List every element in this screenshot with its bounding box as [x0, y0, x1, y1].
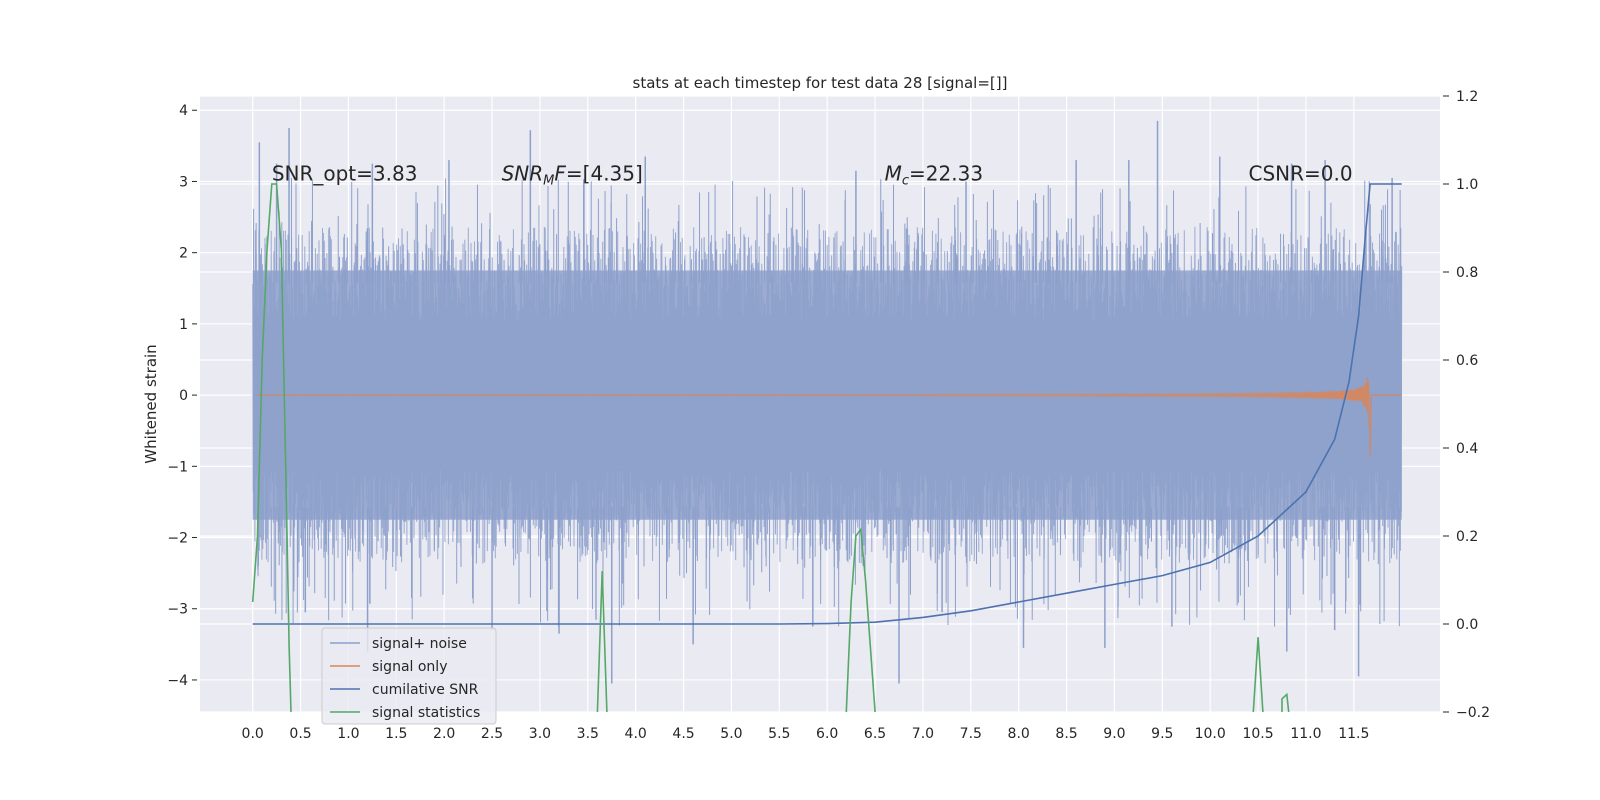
- y2-tick-label: 0.4: [1456, 441, 1478, 457]
- series-signal-only: [257, 377, 1402, 456]
- y2-tick-label: 1.0: [1456, 177, 1478, 193]
- y-tick-label: 4: [179, 103, 188, 119]
- x-tick-label: 0.0: [242, 726, 264, 742]
- y-tick-label: −3: [167, 602, 188, 618]
- y2-tick-label: 0.0: [1456, 617, 1478, 633]
- signal-statistics-line: [1252, 637, 1264, 712]
- x-tick-label: 5.0: [720, 726, 742, 742]
- y-tick-label: −1: [167, 459, 188, 475]
- annotation: SNR_opt=3.83: [272, 161, 418, 185]
- x-tick-label: 1.0: [337, 726, 359, 742]
- x-tick-label: 9.0: [1103, 726, 1125, 742]
- y2-axis-ticks: 1.2 1.0 0.8 0.6 0.4 0.2 0.0 −0.2: [1443, 89, 1490, 721]
- series-cumulative-snr: [252, 183, 1402, 625]
- y-axis-label: Whitened strain: [142, 344, 160, 463]
- x-tick-label: 4.5: [672, 726, 694, 742]
- y2-tick-label: 0.6: [1456, 353, 1478, 369]
- x-tick-label: 0.5: [289, 726, 311, 742]
- x-tick-label: 3.0: [529, 726, 551, 742]
- x-axis-ticks: 0.0 0.5 1.0 1.5 2.0 2.5 3.0 3.5 4.0 4.5 5.0 5.5 6.0 6…: [242, 726, 1370, 742]
- legend-label: signal statistics: [372, 705, 480, 721]
- y-tick-label: −2: [167, 531, 188, 547]
- x-tick-label: 2.5: [481, 726, 503, 742]
- y-tick-label: 2: [179, 246, 188, 262]
- x-tick-label: 10.0: [1195, 726, 1226, 742]
- x-tick-label: 10.5: [1242, 726, 1273, 742]
- y2-tick-label: 1.2: [1456, 89, 1478, 105]
- x-tick-label: 9.5: [1151, 726, 1173, 742]
- x-tick-label: 3.5: [577, 726, 599, 742]
- y-tick-label: 0: [179, 388, 188, 404]
- x-tick-label: 11.0: [1290, 726, 1321, 742]
- x-tick-label: 1.5: [385, 726, 407, 742]
- legend-label: signal+ noise: [372, 636, 467, 652]
- signal-statistics-line: [596, 571, 608, 712]
- y2-tick-label: −0.2: [1456, 705, 1490, 721]
- signal-only-line: [257, 377, 1402, 456]
- legend-label: signal only: [372, 659, 447, 675]
- x-tick-label: 2.0: [433, 726, 455, 742]
- series-signal-statistics: [251, 183, 1290, 712]
- y2-tick-label: 0.8: [1456, 265, 1478, 281]
- x-tick-label: 8.0: [1008, 726, 1030, 742]
- x-tick-label: 7.0: [912, 726, 934, 742]
- x-tick-label: 4.0: [625, 726, 647, 742]
- annotations: SNR_opt=3.83 SNRMF=[4.35] Mc=22.33 CSNR=0.0: [272, 161, 1353, 188]
- y-axis-ticks: 4 3 2 1 0 −1 −2 −3 −4: [167, 103, 197, 689]
- signal-statistics-line: [251, 183, 292, 712]
- y-tick-label: 3: [179, 174, 188, 190]
- signal-statistics-line: [845, 527, 876, 712]
- x-tick-label: 7.5: [960, 726, 982, 742]
- legend-label: cumilative SNR: [372, 682, 479, 698]
- chart-title: stats at each timestep for test data 28 …: [633, 74, 1008, 92]
- annotation: SNRMF=[4.35]: [502, 161, 643, 188]
- cumulative-snr-line: [252, 183, 1402, 625]
- x-tick-label: 11.5: [1338, 726, 1369, 742]
- annotation: CSNR=0.0: [1248, 161, 1352, 185]
- legend-box: [321, 627, 497, 725]
- y-tick-label: −4: [167, 673, 188, 689]
- y2-tick-label: 0.2: [1456, 529, 1478, 545]
- y-tick-label: 1: [179, 317, 188, 333]
- x-tick-label: 6.0: [816, 726, 838, 742]
- x-tick-label: 8.5: [1055, 726, 1077, 742]
- signal-statistics-line: [1281, 692, 1290, 712]
- legend: signal+ noise signal only cumilative SNR si…: [321, 627, 497, 725]
- x-tick-label: 5.5: [768, 726, 790, 742]
- annotation: Mc=22.33: [885, 161, 983, 188]
- x-tick-label: 6.5: [864, 726, 886, 742]
